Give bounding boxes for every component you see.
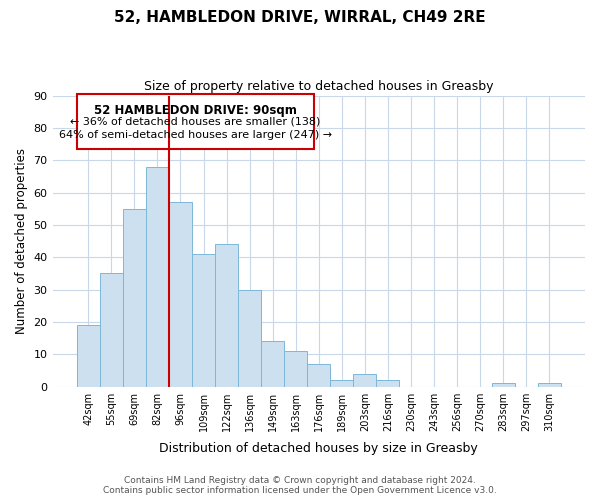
Text: Contains HM Land Registry data © Crown copyright and database right 2024.
Contai: Contains HM Land Registry data © Crown c… (103, 476, 497, 495)
Bar (169, 202, 192, 386)
Bar (146, 166, 169, 386)
Bar (330, 380, 353, 386)
Bar (238, 290, 261, 386)
Text: 52, HAMBLEDON DRIVE, WIRRAL, CH49 2RE: 52, HAMBLEDON DRIVE, WIRRAL, CH49 2RE (114, 10, 486, 25)
Bar (376, 380, 400, 386)
Bar (538, 384, 561, 386)
Bar (123, 209, 146, 386)
Bar (491, 384, 515, 386)
Bar (261, 342, 284, 386)
Bar (192, 254, 215, 386)
FancyBboxPatch shape (77, 94, 314, 149)
Bar (307, 364, 330, 386)
Bar (77, 325, 100, 386)
Bar (284, 351, 307, 386)
Title: Size of property relative to detached houses in Greasby: Size of property relative to detached ho… (144, 80, 494, 93)
Bar (353, 374, 376, 386)
Text: ← 36% of detached houses are smaller (138): ← 36% of detached houses are smaller (13… (70, 116, 320, 126)
Text: 64% of semi-detached houses are larger (247) →: 64% of semi-detached houses are larger (… (59, 130, 332, 140)
Bar (100, 274, 123, 386)
Y-axis label: Number of detached properties: Number of detached properties (15, 148, 28, 334)
Text: 52 HAMBLEDON DRIVE: 90sqm: 52 HAMBLEDON DRIVE: 90sqm (94, 104, 297, 117)
X-axis label: Distribution of detached houses by size in Greasby: Distribution of detached houses by size … (160, 442, 478, 455)
Bar (215, 244, 238, 386)
